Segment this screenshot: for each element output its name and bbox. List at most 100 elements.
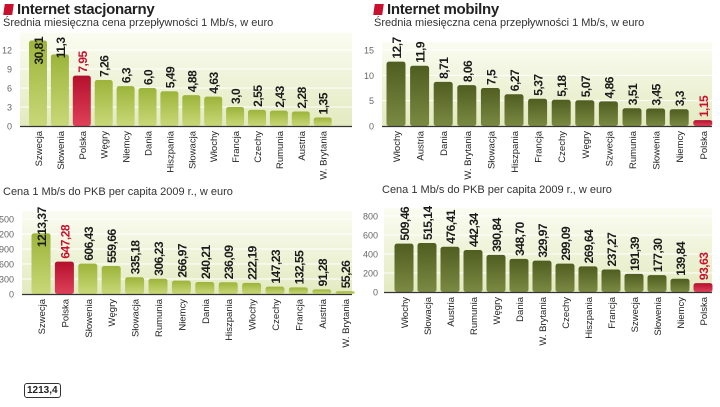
category-label: Słowenia — [653, 296, 664, 335]
bar — [54, 261, 74, 294]
y-tick-label: 10 — [364, 71, 374, 81]
value-label: 30,81 — [32, 36, 46, 64]
category-label: Włochy — [392, 131, 403, 162]
bar — [551, 99, 571, 126]
value-label: 7,95 — [76, 50, 90, 72]
y-tick-label: 400 — [363, 250, 378, 260]
bar — [575, 100, 595, 126]
bar — [480, 88, 500, 126]
value-label: 177,30 — [651, 238, 665, 273]
value-label: 329,97 — [536, 223, 550, 258]
category-label: Czechy — [271, 299, 282, 331]
bar — [555, 263, 575, 292]
value-label: 606,43 — [82, 226, 96, 261]
bar — [440, 246, 460, 292]
category-label: Hiszpania — [510, 130, 521, 172]
y-tick-label: 12 — [2, 46, 12, 56]
bar — [386, 61, 406, 126]
category-label: Dania — [439, 130, 450, 156]
bar — [647, 275, 667, 292]
category-label: Polska — [699, 296, 710, 325]
value-label: 3,0 — [229, 88, 243, 104]
bar — [265, 286, 285, 294]
bar — [693, 283, 713, 292]
value-label: 299,09 — [559, 226, 573, 261]
value-label: 3,51 — [626, 83, 640, 105]
bar — [417, 243, 437, 292]
value-label: 306,23 — [152, 241, 166, 276]
category-label: Szwecja — [37, 298, 48, 334]
y-tick-label: 5 — [369, 96, 374, 106]
chart3-subtitle: Średnia miesięczna cena przepływności 1 … — [374, 17, 645, 29]
category-label: Francja — [607, 296, 618, 328]
category-label: Francja — [534, 130, 545, 162]
plot-background — [22, 211, 352, 294]
bar — [313, 117, 332, 126]
value-label: 2,55 — [251, 85, 265, 107]
category-label: Dania — [144, 130, 155, 156]
category-label: Niemcy — [675, 131, 686, 163]
left-title-text: Internet stacjonarny — [17, 1, 155, 18]
value-label: 4,88 — [185, 70, 199, 92]
value-label: 91,28 — [316, 258, 330, 286]
category-label: Polska — [60, 298, 71, 327]
category-label: Hiszpania — [584, 296, 595, 338]
bar — [242, 282, 262, 294]
value-label: 6,27 — [508, 69, 522, 91]
value-label: 269,64 — [582, 229, 596, 264]
bar — [312, 289, 332, 294]
value-label: 390,84 — [490, 217, 504, 252]
bar — [148, 278, 168, 294]
category-label: Polska — [699, 130, 710, 159]
value-label: 5,49 — [163, 66, 177, 88]
category-label: Austria — [416, 130, 427, 160]
category-label: Węgry — [581, 131, 592, 159]
bar — [504, 94, 524, 126]
value-label: 5,37 — [532, 74, 546, 96]
category-label: Rumunia — [154, 298, 165, 337]
y-tick-label: 900 — [0, 245, 14, 255]
category-label: Czechy — [561, 297, 572, 329]
value-label: 5,07 — [579, 75, 593, 97]
category-label: Polska — [78, 130, 89, 159]
value-label: 2,43 — [273, 85, 287, 107]
category-label: Węgry — [492, 297, 503, 325]
category-label: Włochy — [248, 299, 259, 330]
category-label: W. Brytania — [341, 298, 352, 347]
value-label: 5,18 — [555, 75, 569, 97]
bar — [248, 109, 266, 126]
y-tick-label: 600 — [363, 231, 378, 241]
value-label: 12,7 — [390, 36, 404, 58]
bar — [622, 108, 642, 126]
bar — [601, 269, 621, 292]
category-label: Szwecja — [604, 130, 615, 166]
y-tick-label: 0 — [369, 122, 374, 132]
value-label: 147,23 — [269, 249, 283, 284]
category-label: W. Brytania — [319, 130, 330, 179]
y-tick-label: 6 — [7, 84, 12, 94]
value-label: 8,06 — [461, 60, 475, 82]
value-label: 266,97 — [175, 243, 189, 278]
bar — [101, 266, 121, 294]
value-label: 1,15 — [697, 95, 711, 117]
category-label: W. Brytania — [538, 296, 549, 345]
category-label: W. Brytania — [463, 130, 474, 179]
value-label: 2,28 — [295, 86, 309, 108]
category-label: Francja — [294, 298, 305, 330]
bar — [226, 107, 245, 126]
value-label: 11,9 — [414, 41, 428, 63]
category-label: Słowenia — [56, 130, 67, 169]
y-tick-label: 300 — [0, 275, 14, 285]
y-tick-label: 15 — [364, 46, 374, 56]
bar — [509, 258, 529, 292]
y-tick-label: 0 — [373, 288, 378, 298]
value-label: 6,0 — [142, 69, 156, 85]
value-label: 93,63 — [697, 252, 711, 280]
category-label: Włochy — [209, 131, 220, 162]
y-tick-label: 200 — [363, 269, 378, 279]
category-label: Słowacja — [187, 130, 198, 169]
bar — [532, 260, 552, 292]
category-label: Austria — [318, 298, 329, 328]
category-label: Czechy — [557, 131, 568, 163]
